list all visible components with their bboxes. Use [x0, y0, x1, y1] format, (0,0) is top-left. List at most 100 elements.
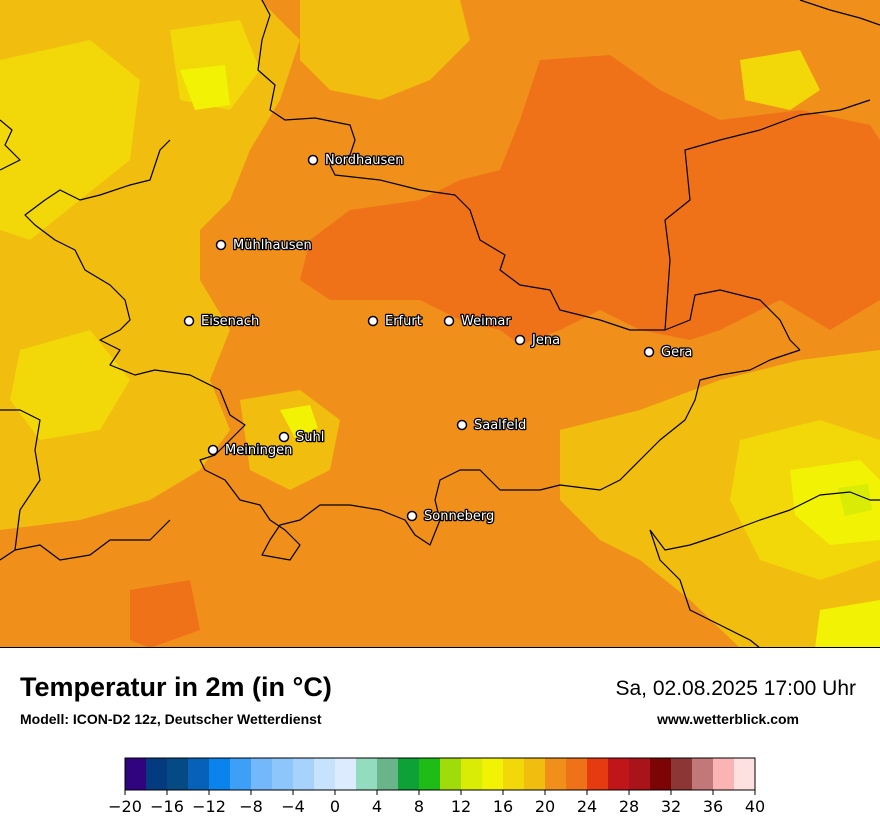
city-label: Saalfeld	[474, 418, 526, 433]
city-label: Nordhausen	[325, 153, 404, 168]
color-scale-bin	[125, 758, 147, 790]
temperature-zone-cool-center	[240, 390, 340, 490]
color-scale-tick-label: 36	[703, 797, 723, 816]
temperature-zone-cool-pocket-1	[0, 40, 140, 240]
color-scale-tick-label: 0	[330, 797, 340, 816]
city-meiningen[interactable]: Meiningen	[207, 442, 294, 459]
temperature-zone-cool-north	[300, 0, 470, 100]
map-title: Temperatur in 2m (in °C)	[20, 672, 332, 702]
color-scale-bin	[230, 758, 252, 790]
temperature-map[interactable]: Nordhausen Mühlhausen Eisenach Erfurt We…	[0, 0, 880, 648]
color-scale-tick-label: −8	[239, 797, 263, 816]
city-marker	[456, 419, 468, 431]
color-scale-bin	[419, 758, 441, 790]
website-link[interactable]: www.wetterblick.com	[657, 711, 799, 727]
city-marker	[183, 315, 195, 327]
color-scale-bin	[146, 758, 168, 790]
city-nordhausen[interactable]: Nordhausen	[307, 152, 405, 169]
temperature-zone-cool-pocket-3	[10, 330, 130, 440]
temperature-zone-coolest-3	[815, 600, 880, 647]
color-scale-tick-label: 4	[372, 797, 382, 816]
city-label: Mühlhausen	[233, 238, 312, 253]
color-scale-bin	[671, 758, 693, 790]
city-label: Jena	[531, 333, 560, 348]
color-scale-tick-label: −20	[108, 797, 142, 816]
color-scale-tick-label: 28	[619, 797, 639, 816]
color-scale-bin	[293, 758, 315, 790]
color-scale-bin	[272, 758, 294, 790]
city-label: Gera	[661, 345, 692, 360]
city-marker	[643, 346, 655, 358]
city-marker	[367, 315, 379, 327]
color-scale-bin	[251, 758, 273, 790]
city-layer: Nordhausen Mühlhausen Eisenach Erfurt We…	[183, 152, 694, 525]
city-marker	[406, 510, 418, 522]
color-scale-bin	[398, 758, 420, 790]
color-scale-bin	[503, 758, 525, 790]
color-scale-tick-label: 8	[414, 797, 424, 816]
city-weimar[interactable]: Weimar	[443, 313, 513, 330]
color-scale-bin	[440, 758, 462, 790]
map-canvas	[0, 0, 880, 647]
color-scale-bins	[125, 758, 756, 790]
color-scale-bin	[608, 758, 630, 790]
color-scale-bin	[209, 758, 231, 790]
color-scale-bin	[566, 758, 588, 790]
city-saalfeld[interactable]: Saalfeld	[456, 417, 528, 434]
city-jena[interactable]: Jena	[514, 332, 561, 349]
color-scale-bin	[482, 758, 504, 790]
color-scale-bin	[629, 758, 651, 790]
city-marker	[307, 154, 319, 166]
color-scale-bin	[650, 758, 672, 790]
color-scale-bin	[713, 758, 735, 790]
city-erfurt[interactable]: Erfurt	[367, 313, 423, 330]
color-scale-bin	[734, 758, 756, 790]
city-sonneberg[interactable]: Sonneberg	[406, 508, 496, 525]
color-scale-tick-label: 24	[577, 797, 597, 816]
city-marker	[207, 444, 219, 456]
city-marker	[443, 315, 455, 327]
city-marker	[215, 239, 227, 251]
color-scale-tick-label: 12	[451, 797, 471, 816]
city-label: Weimar	[461, 314, 511, 329]
temperature-zone-cool-pocket-5	[740, 50, 820, 110]
color-scale-bin	[692, 758, 714, 790]
forecast-datetime: Sa, 02.08.2025 17:00 Uhr	[615, 677, 856, 700]
color-scale: −20 −16 −12 −8 −4 0 4 8 12 16 20 24 28 32 36 40	[108, 757, 765, 816]
city-suhl[interactable]: Suhl	[278, 429, 326, 446]
color-scale-ticks: −20 −16 −12 −8 −4 0 4 8 12 16 20 24 28 32 36 40	[108, 790, 765, 816]
city-marker	[514, 334, 526, 346]
color-scale-bin	[377, 758, 399, 790]
color-scale-tick-label: 40	[745, 797, 765, 816]
color-scale-tick-label: 32	[661, 797, 681, 816]
color-scale-tick-label: 20	[535, 797, 555, 816]
city-gera[interactable]: Gera	[643, 344, 694, 361]
color-scale-bin	[545, 758, 567, 790]
temperature-zone-coolest-4	[280, 405, 318, 438]
color-scale-bin	[524, 758, 546, 790]
color-scale-bin	[587, 758, 609, 790]
color-scale-bin	[461, 758, 483, 790]
color-scale-bin	[188, 758, 210, 790]
temperature-zone-coolest-1	[180, 65, 230, 110]
city-label: Suhl	[296, 430, 324, 445]
state-borders	[0, 0, 880, 647]
temperature-zone-warm-core	[300, 55, 880, 345]
color-scale-tick-label: −12	[192, 797, 226, 816]
city-label: Sonneberg	[424, 509, 494, 524]
model-info: Modell: ICON-D2 12z, Deutscher Wetterdie…	[20, 711, 322, 727]
city-label: Erfurt	[385, 314, 422, 329]
temperature-zone-warm-southwest	[130, 580, 200, 647]
city-eisenach[interactable]: Eisenach	[183, 313, 261, 330]
color-scale-bin	[314, 758, 336, 790]
temperature-zone-coolest-2	[790, 460, 880, 545]
color-scale-tick-label: −4	[281, 797, 305, 816]
city-marker	[278, 431, 290, 443]
color-scale-tick-label: −16	[150, 797, 184, 816]
color-scale-frame	[124, 757, 756, 791]
color-scale-tick-label: 16	[493, 797, 513, 816]
city-label: Meiningen	[225, 443, 292, 458]
color-scale-bin	[335, 758, 357, 790]
city-muehlhausen[interactable]: Mühlhausen	[215, 237, 313, 254]
color-scale-bin	[356, 758, 378, 790]
